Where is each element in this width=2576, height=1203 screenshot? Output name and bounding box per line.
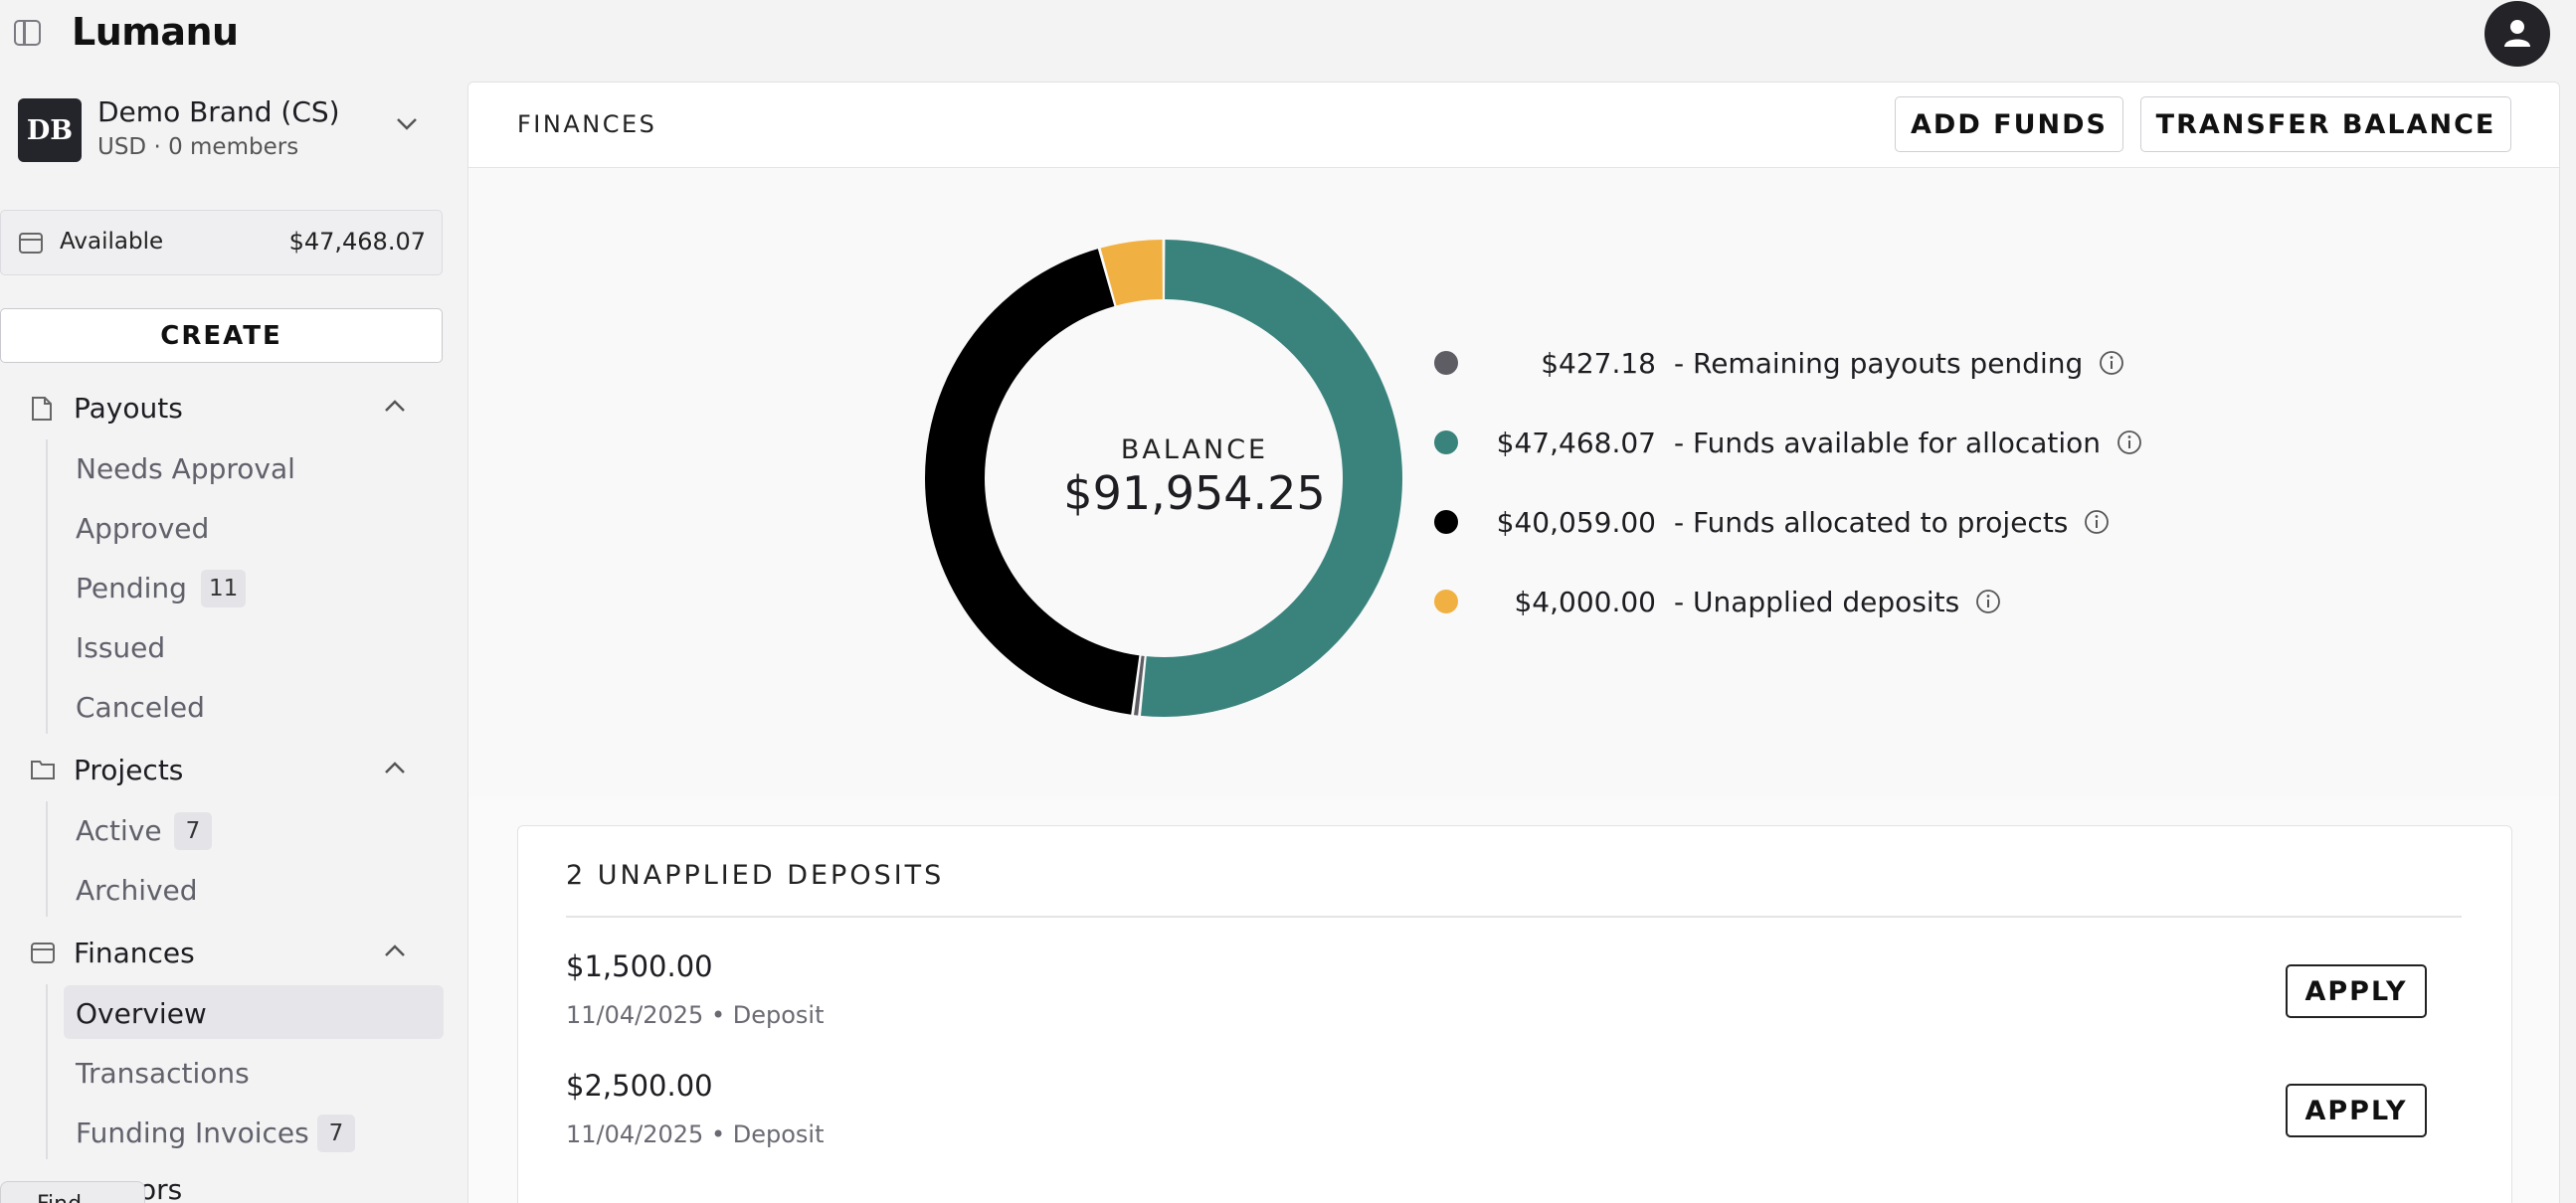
balance-label: BALANCE [1120, 434, 1269, 465]
brand-subtitle: USD · 0 members [97, 134, 299, 160]
sidebar-item-overview[interactable]: Overview [64, 985, 444, 1039]
app-logo[interactable]: Lumanu [72, 10, 239, 54]
count-badge: 7 [174, 812, 212, 850]
donut-slice-available[interactable] [1141, 240, 1402, 717]
nav-tree-line [46, 984, 48, 1159]
user-avatar[interactable] [2484, 1, 2550, 67]
transfer-balance-button[interactable]: TRANSFER BALANCE [2140, 96, 2511, 152]
chevron-down-icon[interactable] [396, 117, 418, 131]
legend-amount: $427.18 [1541, 347, 1656, 380]
donut-slice-allocated[interactable] [925, 249, 1140, 715]
balance-value: $91,954.25 [1063, 466, 1326, 520]
available-label: Available [60, 229, 164, 255]
nav-section-payouts[interactable]: Payouts [0, 385, 443, 430]
nav-section-label: Projects [74, 754, 184, 786]
chevron-up-icon[interactable] [384, 399, 406, 413]
deposit-amount: $1,500.00 [566, 949, 713, 983]
nav-section-finances[interactable]: Finances [0, 930, 443, 975]
legend-amount: $40,059.00 [1496, 506, 1656, 539]
sidebar-item-issued[interactable]: Issued [64, 619, 444, 673]
deposit-meta: 11/04/2025 • Deposit [566, 1120, 825, 1148]
sidebar-item-label: Active [76, 814, 162, 847]
sidebar-item-label: Transactions [76, 1057, 250, 1090]
legend-label: - Funds available for allocation [1674, 427, 2102, 459]
sidebar-item-canceled[interactable]: Canceled [64, 679, 444, 733]
legend-amount: $47,468.07 [1496, 427, 1656, 459]
document-icon [32, 397, 52, 421]
sidebar-item-label: Needs Approval [76, 452, 295, 485]
legend-label: - Unapplied deposits [1674, 586, 1960, 618]
sidebar-toggle-icon[interactable] [14, 20, 41, 46]
legend-item: $4,000.00 - Unapplied deposits [1434, 577, 2230, 626]
chevron-up-icon[interactable] [384, 944, 406, 957]
legend-dot [1434, 430, 1458, 454]
apply-button[interactable]: APPLY [2286, 1084, 2427, 1137]
nav-tree-line [46, 439, 48, 734]
donut-slice-unapplied[interactable] [1100, 240, 1163, 306]
info-icon[interactable] [2116, 430, 2142, 455]
sidebar-item-active[interactable]: Active 7 [64, 802, 444, 856]
legend-dot [1434, 510, 1458, 534]
sidebar-item-label: Funding Invoices [76, 1117, 309, 1149]
sidebar-item-archived[interactable]: Archived [64, 862, 444, 916]
legend-label: - Remaining payouts pending [1674, 347, 2084, 380]
deposit-amount: $2,500.00 [566, 1069, 713, 1103]
legend-item: $47,468.07 - Funds available for allocat… [1434, 418, 2230, 467]
nav-tree-line [46, 801, 48, 917]
deposit-row: $2,500.00 11/04/2025 • Deposit APPLY [566, 1069, 2462, 1178]
available-balance: Available $47,468.07 [0, 210, 443, 275]
sidebar-item-label: Issued [76, 631, 166, 664]
apply-button[interactable]: APPLY [2286, 964, 2427, 1018]
wallet-icon [31, 943, 55, 963]
sidebar-item-label: Approved [76, 512, 210, 545]
user-icon [2504, 20, 2530, 47]
tooltip: Find [0, 1181, 145, 1203]
info-icon[interactable] [1975, 589, 2001, 614]
divider [566, 916, 2462, 918]
brand-logo: DB [18, 98, 82, 162]
count-badge: 11 [201, 570, 247, 607]
create-button[interactable]: CREATE [0, 308, 443, 363]
sidebar-item-label: Archived [76, 874, 198, 907]
balance-donut-chart [925, 240, 1402, 717]
sidebar-item-label: Pending [76, 572, 187, 604]
info-icon[interactable] [2099, 350, 2124, 376]
legend-amount: $4,000.00 [1514, 586, 1656, 618]
balance-chart-area: BALANCE $91,954.25 $427.18 - Remaining p… [468, 168, 2559, 796]
legend-label: - Funds allocated to projects [1674, 506, 2069, 539]
available-amount: $47,468.07 [288, 228, 426, 256]
top-bar: Lumanu [0, 0, 2576, 68]
sidebar-item-funding-invoices[interactable]: Funding Invoices 7 [64, 1105, 444, 1158]
info-icon[interactable] [2084, 509, 2110, 535]
sidebar-item-needs-approval[interactable]: Needs Approval [64, 440, 444, 494]
chevron-up-icon[interactable] [384, 761, 406, 774]
main-panel: FINANCES ADD FUNDS TRANSFER BALANCE BALA… [467, 82, 2560, 1203]
sidebar-item-cutoff[interactable]: ors [139, 1173, 183, 1203]
sidebar-item-label: Overview [76, 997, 207, 1030]
sidebar-item-pending[interactable]: Pending 11 [64, 560, 444, 613]
legend-dot [1434, 590, 1458, 613]
nav-section-projects[interactable]: Projects [0, 747, 443, 792]
legend-dot [1434, 351, 1458, 375]
deposits-title: 2 UNAPPLIED DEPOSITS [566, 860, 945, 891]
count-badge: 7 [317, 1115, 355, 1152]
deposit-meta: 11/04/2025 • Deposit [566, 1001, 825, 1029]
legend-item: $427.18 - Remaining payouts pending [1434, 338, 2230, 388]
sidebar-item-transactions[interactable]: Transactions [64, 1045, 444, 1099]
panel-header: FINANCES ADD FUNDS TRANSFER BALANCE [468, 83, 2559, 168]
folder-icon [31, 761, 55, 779]
donut-slice-pending[interactable] [1134, 655, 1145, 716]
sidebar-item-label: Canceled [76, 691, 205, 724]
legend-item: $40,059.00 - Funds allocated to projects [1434, 497, 2230, 547]
deposit-row: $1,500.00 11/04/2025 • Deposit APPLY [566, 949, 2462, 1059]
brand-name: Demo Brand (CS) [97, 95, 340, 128]
page-title: FINANCES [517, 110, 657, 138]
nav-section-label: Payouts [74, 392, 183, 425]
wallet-icon [19, 233, 43, 254]
sidebar-item-approved[interactable]: Approved [64, 500, 444, 554]
add-funds-button[interactable]: ADD FUNDS [1895, 96, 2123, 152]
nav-section-label: Finances [74, 937, 195, 969]
unapplied-deposits-card: 2 UNAPPLIED DEPOSITS $1,500.00 11/04/202… [517, 825, 2512, 1203]
